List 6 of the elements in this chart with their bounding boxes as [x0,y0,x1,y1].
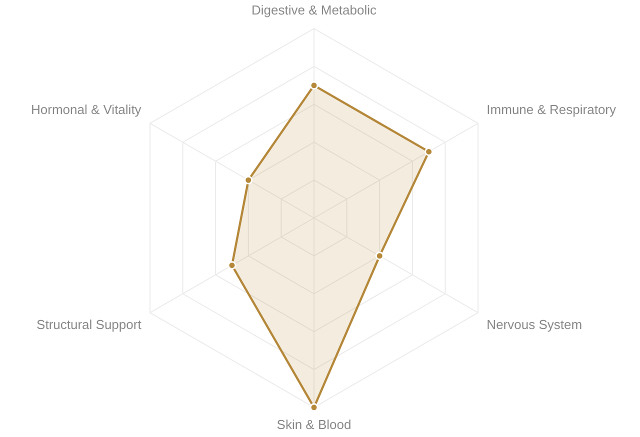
spoke-label: Skin & Blood [276,416,352,432]
spoke-label: Digestive & Metabolic [252,2,377,18]
spoke-label: Immune & Respiratory [486,102,617,118]
spoke-label: Structural Support [36,317,142,332]
spoke-label: Nervous System [486,317,582,332]
spoke-label: Hormonal & Vitality [31,102,142,118]
